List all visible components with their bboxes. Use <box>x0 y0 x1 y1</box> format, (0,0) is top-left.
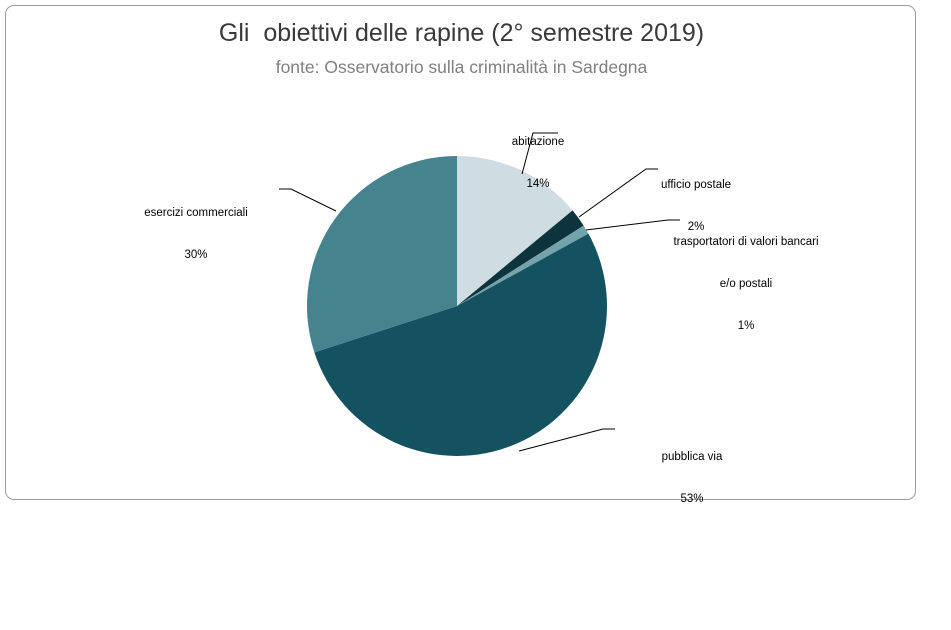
chart-title: Gli obiettivi delle rapine (2° semestre … <box>218 19 705 47</box>
leader-line-abitazione <box>521 132 558 175</box>
pie-chart-graphic <box>279 132 680 456</box>
data-label-trasportatori-value: 1% <box>737 320 755 332</box>
data-label-abitazione-value: 14% <box>526 178 550 190</box>
chart-subtitle: fonte: Osservatorio sulla criminalità in… <box>275 57 648 77</box>
data-label-pubblica-via-name: pubblica via <box>661 451 723 463</box>
data-label-esercizi-commerciali-value: 30% <box>184 249 208 261</box>
data-label-ufficio-postale-name: ufficio postale <box>660 179 732 191</box>
data-label-pubblica-via: pubblica via 53% <box>602 422 782 534</box>
data-label-abitazione-name: abitazione <box>511 136 565 148</box>
data-label-pubblica-via-value: 53% <box>680 493 704 505</box>
leader-line-trasportatori <box>585 219 680 231</box>
chart-frame: Gli obiettivi delle rapine (2° semestre … <box>5 5 916 505</box>
pie-slice-abitazione[interactable] <box>457 156 573 306</box>
data-label-trasportatori-name-line2: e/o postali <box>719 278 773 290</box>
data-label-ufficio-postale-value: 2% <box>687 221 705 233</box>
data-label-esercizi-commerciali-name: esercizi commerciali <box>144 207 248 219</box>
leader-line-pubblica-via <box>518 428 615 452</box>
pie-slice-ufficio-postale[interactable] <box>457 210 584 306</box>
data-label-trasportatori-name-line1: trasportatori di valori bancari <box>673 236 819 248</box>
data-label-ufficio-postale: ufficio postale 2% <box>596 150 796 262</box>
pie-slice-trasportatori[interactable] <box>457 225 589 306</box>
pie-slice-esercizi-commerciali[interactable] <box>306 156 457 353</box>
leader-line-esercizi-commerciali <box>279 188 337 212</box>
data-label-abitazione: abitazione 14% <box>458 107 618 219</box>
leader-line-ufficio-postale <box>578 168 658 218</box>
pie-slice-pubblica-via[interactable] <box>314 233 607 456</box>
data-label-trasportatori: trasportatori di valori bancari e/o post… <box>616 207 876 361</box>
data-label-esercizi-commerciali: esercizi commerciali 30% <box>96 178 296 290</box>
